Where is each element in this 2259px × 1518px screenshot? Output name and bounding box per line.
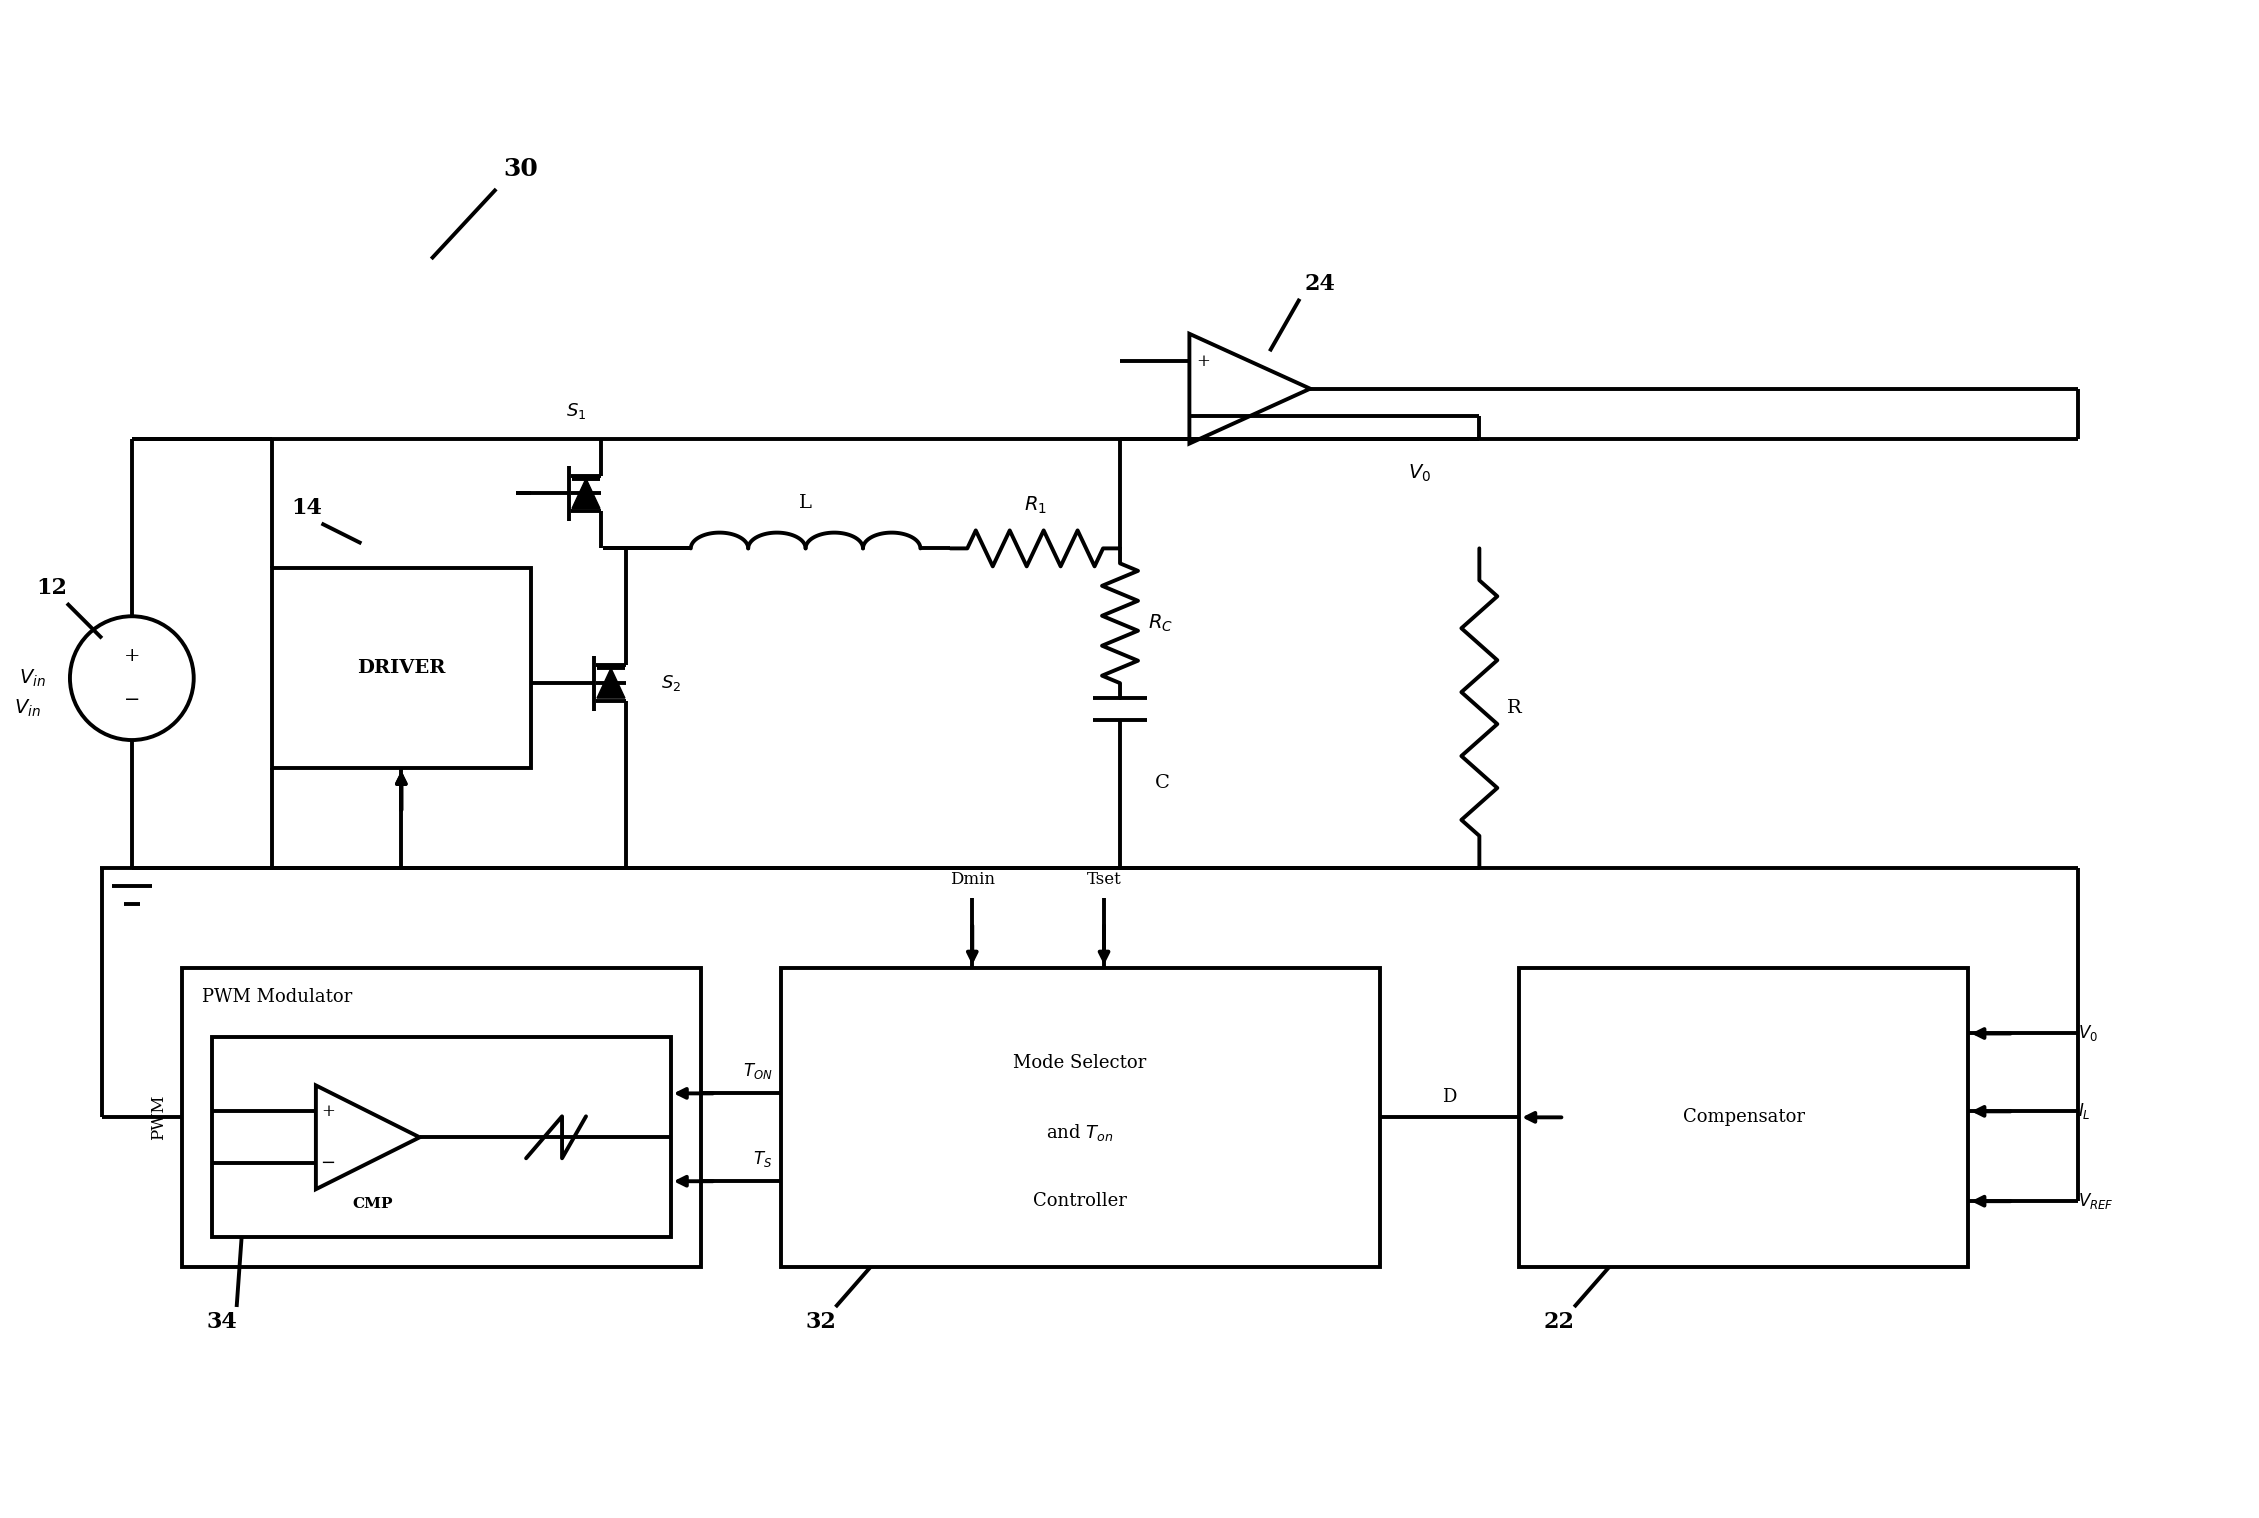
Text: Controller: Controller — [1032, 1192, 1127, 1210]
Text: PWM: PWM — [149, 1094, 167, 1140]
Bar — [212, 1037, 671, 1237]
Text: L: L — [800, 495, 811, 513]
Text: 22: 22 — [1543, 1312, 1575, 1333]
Text: Tset: Tset — [1087, 871, 1120, 888]
Text: $V_{in}$: $V_{in}$ — [14, 697, 41, 718]
Text: Mode Selector: Mode Selector — [1014, 1055, 1148, 1072]
Text: $V_{in}$: $V_{in}$ — [18, 668, 45, 689]
Text: −: − — [1195, 407, 1211, 425]
Text: Compensator: Compensator — [1683, 1108, 1805, 1126]
Text: +: + — [321, 1104, 334, 1120]
Polygon shape — [596, 668, 626, 698]
Text: −: − — [321, 1154, 334, 1172]
Text: and $T_{on}$: and $T_{on}$ — [1046, 1122, 1114, 1143]
Text: $T_{ON}$: $T_{ON}$ — [743, 1061, 773, 1081]
Polygon shape — [572, 478, 601, 509]
Text: 14: 14 — [291, 498, 323, 519]
Text: −: − — [124, 691, 140, 709]
Text: 34: 34 — [206, 1312, 237, 1333]
Text: $V_0$: $V_0$ — [1407, 463, 1430, 484]
Bar — [782, 967, 1380, 1268]
Bar — [181, 967, 700, 1268]
Text: $S_1$: $S_1$ — [565, 401, 585, 420]
Text: PWM Modulator: PWM Modulator — [201, 988, 352, 1005]
Text: D: D — [1441, 1088, 1457, 1107]
Text: $I_L$: $I_L$ — [2078, 1102, 2092, 1122]
Text: 32: 32 — [804, 1312, 836, 1333]
Text: $R_C$: $R_C$ — [1148, 613, 1172, 635]
Text: +: + — [1197, 352, 1211, 370]
Text: $T_S$: $T_S$ — [755, 1149, 773, 1169]
Text: 30: 30 — [504, 156, 538, 181]
Text: R: R — [1507, 700, 1523, 716]
Text: $R_1$: $R_1$ — [1023, 495, 1046, 516]
Text: $S_2$: $S_2$ — [662, 672, 680, 694]
Text: 24: 24 — [1303, 273, 1335, 294]
Text: $V_0$: $V_0$ — [2078, 1023, 2099, 1043]
Text: DRIVER: DRIVER — [357, 659, 445, 677]
Text: +: + — [124, 647, 140, 665]
Text: Dmin: Dmin — [949, 871, 994, 888]
Text: CMP: CMP — [352, 1198, 393, 1211]
Bar — [1520, 967, 1968, 1268]
Bar — [271, 568, 531, 768]
Text: $V_{REF}$: $V_{REF}$ — [2078, 1192, 2114, 1211]
Text: C: C — [1154, 774, 1170, 792]
Text: 12: 12 — [36, 577, 68, 600]
